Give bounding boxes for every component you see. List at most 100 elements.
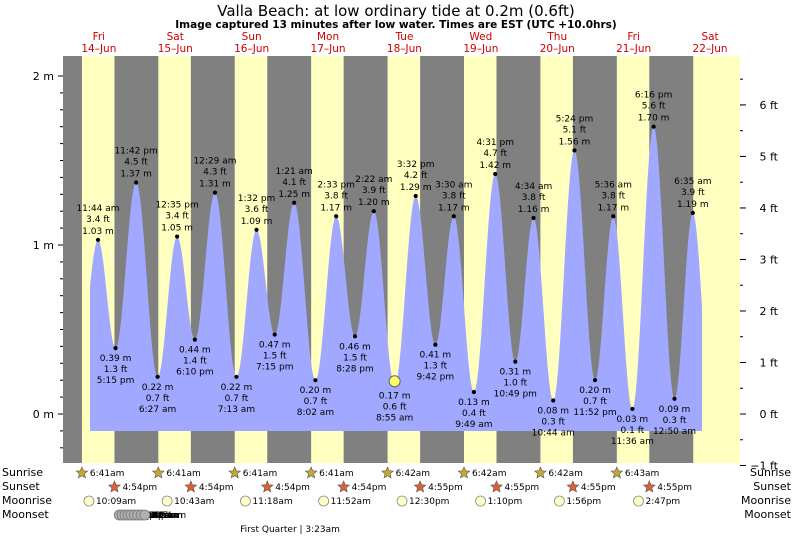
extreme-metres: 1.09 m [241,217,273,227]
sunrise-icon [381,466,395,479]
high-tide-label: 12:29 am4.3 ft 1.31 m [193,157,237,195]
sunset-icon [107,480,121,493]
high-tide-label: 12:35 pm3.4 ft 1.05 m [155,201,199,239]
sunset-icon [184,480,198,493]
low-tide-label: 0.44 m1.4 ft6:10 pm [176,337,214,378]
extreme-time: 9:42 pm [417,373,455,383]
extreme-time: 10:44 am [532,428,575,438]
extreme-time: 9:49 am [455,420,492,430]
extreme-point [413,193,418,199]
moonrise-icon [161,495,173,507]
extreme-metres: 1.19 m [677,200,709,210]
row-label-right: Sunset [753,480,791,493]
high-tide-label: 3:32 pm4.2 ft 1.29 m [397,160,434,199]
day-date: 20–Jun [540,43,575,55]
extreme-metres: 1.29 m [400,183,432,193]
right-tick-label: 4 ft [760,202,779,215]
extreme-metres: 0.22 m [221,383,253,393]
extreme-time: 5:24 pm [556,114,594,124]
extreme-metres: 1.03 m [82,227,114,237]
sunset-time: 4:55pm [581,483,616,493]
sunrise-time: 6:42am [548,469,583,479]
right-tick-label: 1 ft [760,356,779,369]
extreme-feet: 1.5 ft [343,353,367,363]
extreme-point [513,359,518,364]
extreme-metres: 1.16 m [518,205,550,215]
moonrise-time: 10:09am [96,497,136,507]
day-name: Sat [167,31,184,43]
extreme-metres: 0.46 m [339,342,371,352]
extreme-metres: 0.08 m [537,406,569,416]
extreme-feet: 3.6 ft [245,205,269,215]
day-date: 14–Jun [81,43,116,55]
extreme-point [572,148,577,153]
sunset-time: 4:54pm [199,483,234,493]
extreme-metres: 0.41 m [419,351,451,361]
high-tide-label: 5:24 pm5.1 ft 1.56 m [556,114,594,153]
moonrise-time: 1:56pm [566,497,601,507]
day-date: 22–Jun [693,43,728,55]
chart-subtitle: Image captured 13 minutes after low wate… [175,19,616,31]
moonset-time: 2:42am [145,511,180,521]
moonrise-icon [240,495,251,507]
moonrise-time: 10:43am [174,497,214,507]
extreme-feet: 0.1 ft [621,426,645,436]
moonset-time: 1:39am [141,511,176,521]
moonrise-time: 12:30pm [409,497,449,507]
extreme-time: 5:15 pm [97,376,135,386]
extreme-feet: 0.3 ft [541,417,565,427]
low-tide-label: 0.22 m0.7 ft6:27 am [139,374,176,415]
low-tide-label: 0.39 m1.3 ft5:15 pm [97,345,135,386]
row-label-left: Moonset [2,508,49,521]
extreme-point [95,237,101,243]
sunset-icon [642,480,656,493]
low-tide-label: 0.47 m1.5 ft7:15 pm [256,332,294,373]
moonrise-time: 1:10pm [488,497,523,507]
row-label-left: Sunrise [2,466,43,479]
extreme-feet: 1.3 ft [423,362,447,372]
extreme-feet: 3.4 ft [165,212,189,222]
extreme-point [551,398,556,403]
sunset-time: 4:55pm [505,483,540,493]
extreme-point [234,374,239,379]
sunset-icon [260,480,274,493]
tide-curve [90,126,702,432]
sunrise-icon [228,466,242,479]
extreme-feet: 5.1 ft [563,125,587,135]
sunrise-time: 6:41am [243,469,278,479]
right-tick-label: 0 ft [760,408,779,421]
right-tick-label: 5 ft [760,150,779,163]
extreme-feet: 1.3 ft [104,365,128,375]
sunset-icon [566,480,580,493]
day-name: Sun [242,31,262,43]
extreme-feet: 0.6 ft [383,402,407,412]
extreme-feet: 0.4 ft [462,409,486,419]
high-tide-label: 5:36 am3.8 ft 1.17 m [595,180,632,219]
extreme-metres: 1.31 m [199,180,231,190]
moonrise-icon [396,495,408,507]
right-tick-label: 2 ft [760,305,779,318]
sunrise-icon [304,466,318,479]
extreme-feet: 0.7 ft [225,394,249,404]
day-name: Wed [469,31,492,43]
day-headers: Fri14–JunSat15–JunSun16–JunMon17–JunTue1… [81,31,727,55]
extreme-point [531,215,536,221]
day-date: 15–Jun [158,43,193,55]
extreme-metres: 0.44 m [179,346,211,356]
day-date: 16–Jun [234,43,269,55]
extreme-feet: 4.2 ft [404,171,428,181]
extreme-feet: 1.5 ft [263,352,287,362]
extreme-time: 6:10 pm [176,368,214,378]
row-label-left: Sunset [2,480,40,493]
low-tide-label: 0.41 m1.3 ft9:42 pm [417,342,455,383]
extreme-metres: 1.56 m [559,137,591,147]
sunrise-icon [533,466,547,479]
high-tide-label: 3:30 am3.8 ft 1.17 m [435,180,472,219]
extreme-point [471,389,477,395]
